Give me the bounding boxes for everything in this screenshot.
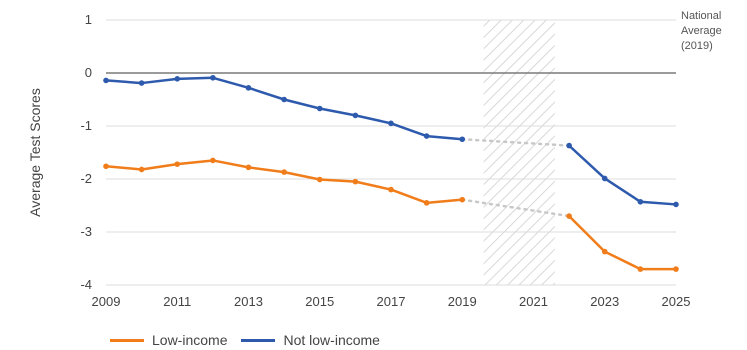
data-point-not-low-income: [316, 105, 323, 112]
x-tick-label: 2019: [448, 294, 477, 309]
data-point-low-income: [352, 178, 359, 185]
data-point-not-low-income: [459, 136, 466, 143]
data-point-not-low-income: [566, 142, 572, 149]
series-line-low-income: [105, 159, 463, 205]
legend-label-low-income: Low-income: [152, 332, 228, 348]
data-point-not-low-income: [174, 76, 181, 82]
data-point-not-low-income: [423, 133, 430, 139]
data-point-low-income: [601, 248, 608, 255]
x-tick-label: 2021: [519, 294, 548, 309]
x-tick-label: 2011: [163, 294, 191, 309]
legend-swatch-not-low-income: [241, 338, 276, 342]
legend: Low-income Not low-income: [110, 330, 394, 350]
data-point-not-low-income: [637, 198, 644, 205]
data-point-not-low-income: [388, 120, 394, 127]
data-point-low-income: [423, 200, 430, 206]
data-point-low-income: [388, 186, 394, 193]
reference-line-label: National: [681, 10, 721, 22]
x-tick-label: 2017: [377, 294, 406, 309]
data-point-low-income: [281, 169, 287, 175]
data-point-not-low-income: [103, 77, 109, 84]
x-tick-label: 2015: [305, 294, 334, 309]
data-point-low-income: [316, 176, 323, 183]
y-tick-label: -3: [80, 224, 92, 239]
legend-label-not-low-income: Not low-income: [283, 332, 380, 348]
legend-swatch-low-income: [110, 338, 144, 342]
y-axis-label: Average Test Scores: [27, 88, 43, 217]
x-tick-label: 2013: [234, 294, 263, 309]
data-point-not-low-income: [210, 74, 216, 81]
gap-connector-low-income: [461, 198, 571, 218]
data-point-low-income: [210, 157, 216, 164]
data-point-low-income: [637, 266, 644, 272]
data-point-low-income: [459, 196, 466, 203]
data-point-not-low-income: [138, 80, 145, 86]
x-tick-label: 2023: [590, 294, 619, 309]
y-tick-label: -4: [80, 277, 92, 292]
data-point-low-income: [673, 266, 679, 272]
y-tick-label: -2: [80, 171, 92, 186]
x-tick-label: 2025: [662, 294, 691, 309]
data-point-not-low-income: [352, 112, 359, 119]
data-point-low-income: [566, 213, 572, 219]
y-tick-label: 1: [85, 12, 92, 27]
data-gap-region: [483, 20, 555, 285]
reference-line-label: (2019): [681, 40, 713, 52]
y-tick-label: 0: [85, 65, 92, 80]
data-point-low-income: [103, 163, 109, 170]
series-line-not-low-income: [568, 144, 677, 206]
series-line-low-income: [568, 215, 676, 271]
data-point-low-income: [245, 164, 252, 171]
legend-item-low-income: Low-income: [110, 332, 227, 348]
legend-item-not-low-income: Not low-income: [241, 332, 380, 348]
series-line-not-low-income: [105, 76, 463, 141]
y-tick-label: -1: [80, 118, 92, 133]
x-tick-label: 2009: [92, 294, 121, 309]
data-point-not-low-income: [673, 201, 679, 208]
data-point-not-low-income: [281, 96, 287, 103]
data-point-not-low-income: [601, 175, 608, 182]
reference-line-label: Average: [681, 25, 722, 37]
data-point-low-income: [138, 166, 145, 173]
data-point-low-income: [174, 161, 181, 167]
data-point-not-low-income: [245, 85, 252, 91]
